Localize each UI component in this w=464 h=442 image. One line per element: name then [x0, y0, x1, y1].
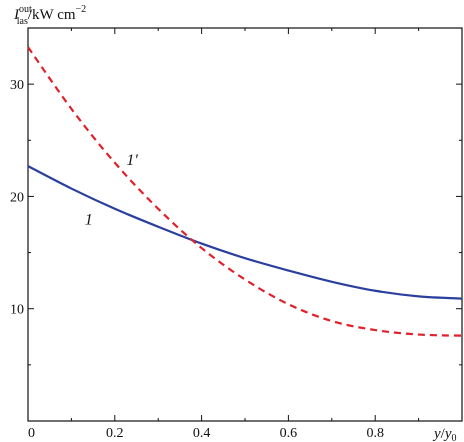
- y-tick-label-2: 30: [10, 78, 24, 93]
- y-axis-unit-exponent: −2: [76, 4, 87, 15]
- annotations: 1′ 1: [85, 152, 139, 229]
- x-axis: 0 0.2 0.4 0.6 0.8: [27, 28, 420, 441]
- series-line-1: [27, 46, 463, 337]
- x-tick-label-4: 0.8: [366, 426, 384, 441]
- x-axis-denominator: y: [443, 426, 452, 442]
- x-axis-title: y/y0: [432, 426, 457, 442]
- plot-area: [27, 27, 463, 422]
- plot-frame: [27, 27, 463, 422]
- curve-label-1: 1: [85, 212, 93, 229]
- x-axis-slash: /: [441, 426, 446, 442]
- y-axis-title: Iout las/kW cm−2: [13, 4, 86, 27]
- series-layer: [27, 46, 463, 337]
- x-tick-label-2: 0.4: [193, 426, 211, 441]
- y-tick-label-1: 20: [10, 190, 24, 205]
- y-axis-subscript: las: [17, 16, 28, 27]
- x-axis-numerator: y: [432, 426, 441, 442]
- curve-label-0: 1′: [126, 152, 138, 169]
- x-tick-label-0: 0: [28, 426, 35, 441]
- x-axis-denominator-subscript: 0: [452, 433, 457, 442]
- y-tick-label-0: 10: [10, 303, 24, 318]
- x-tick-label-3: 0.6: [280, 426, 298, 441]
- series-line-0: [27, 165, 463, 300]
- y-axis-unit: /kW cm: [28, 7, 76, 23]
- y-axis-superscript: out: [19, 4, 32, 15]
- x-tick-label-1: 0.2: [106, 426, 124, 441]
- y-axis: 10 20 30: [10, 78, 462, 366]
- y-axis-symbol: I: [13, 7, 20, 23]
